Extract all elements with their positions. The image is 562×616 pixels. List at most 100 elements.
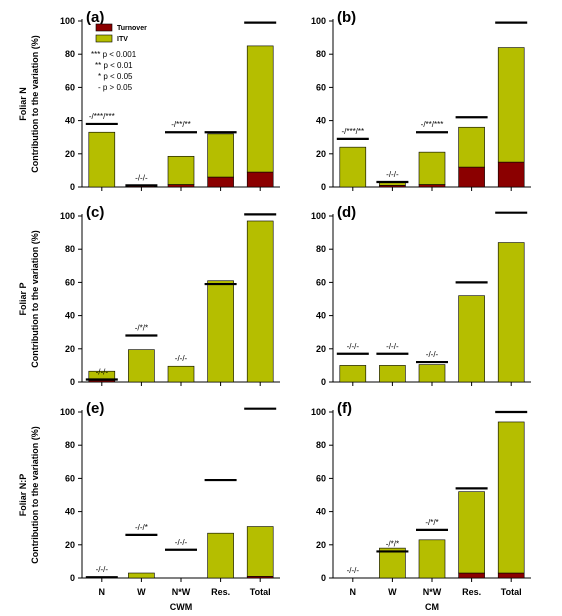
bar-itv (246, 526, 274, 577)
y-tick-label: 40 (65, 507, 75, 517)
x-tick-label: Total (250, 587, 271, 597)
panel-label: (e) (86, 400, 104, 417)
significance-key: ** p < 0.01 (95, 61, 133, 70)
y-tick-label: 0 (70, 182, 75, 192)
significance-key: *** p < 0.001 (91, 50, 137, 59)
bar-itv (88, 131, 116, 188)
y-tick-label: 40 (316, 311, 326, 321)
y-tick-label: 100 (60, 407, 75, 417)
bar-itv (418, 364, 446, 383)
y-tick-label: 40 (316, 507, 326, 517)
panel-label: (f) (337, 400, 352, 417)
x-tick-label: Res. (462, 587, 481, 597)
y-axis-label: Contribution to the variation (%) (30, 230, 40, 368)
y-tick-label: 100 (311, 211, 326, 221)
bar-itv (339, 365, 367, 383)
x-tick-label: W (137, 587, 146, 597)
y-tick-label: 60 (65, 277, 75, 287)
y-tick-label: 0 (70, 377, 75, 387)
bar-itv (128, 349, 155, 383)
bar-itv (128, 572, 155, 579)
bar-itv (458, 126, 485, 168)
y-tick-label: 0 (70, 573, 75, 583)
bar-itv (379, 365, 406, 383)
significance-label: -/-/- (386, 170, 399, 179)
y-tick-label: 80 (65, 244, 75, 254)
bar-turnover (458, 572, 485, 579)
y-tick-label: 0 (321, 377, 326, 387)
bar-itv (497, 47, 525, 163)
x-tick-label: W (388, 587, 397, 597)
significance-label: -/-/* (135, 523, 148, 532)
y-tick-label: 40 (316, 116, 326, 126)
y-tick-label: 80 (316, 49, 326, 59)
y-tick-label: 20 (65, 344, 75, 354)
significance-label: -/-/- (347, 566, 360, 575)
significance-label: -/-/- (386, 342, 399, 351)
significance-label: -/*/* (386, 539, 399, 548)
y-tick-label: 80 (316, 440, 326, 450)
y-tick-label: 20 (316, 344, 326, 354)
x-axis-title: CWM (170, 602, 193, 612)
row-label-response: Foliar N (18, 87, 28, 121)
significance-label: -/*/* (425, 518, 438, 527)
y-tick-label: 60 (65, 82, 75, 92)
significance-label: -/-/- (175, 538, 188, 547)
bar-turnover (497, 572, 525, 579)
significance-label: -/-/- (135, 173, 148, 182)
bar-itv (339, 146, 367, 188)
bar-turnover (458, 166, 485, 188)
bar-itv (167, 365, 195, 383)
y-tick-label: 20 (65, 540, 75, 550)
bar-turnover (167, 184, 195, 188)
x-axis-title: CM (425, 602, 439, 612)
panel-label: (d) (337, 204, 356, 221)
bar-itv (497, 421, 525, 574)
bar-itv (207, 133, 234, 178)
row-label-response: Foliar P (18, 282, 28, 315)
y-axis-label: Contribution to the variation (%) (30, 35, 40, 173)
bar-itv (458, 491, 485, 574)
y-tick-label: 40 (65, 311, 75, 321)
bar-turnover (246, 171, 274, 188)
significance-key: - p > 0.05 (98, 83, 133, 92)
bar-turnover (207, 176, 234, 188)
y-tick-label: 80 (316, 244, 326, 254)
bar-turnover (418, 184, 446, 188)
y-tick-label: 60 (316, 473, 326, 483)
y-tick-label: 100 (60, 211, 75, 221)
bar-turnover (497, 161, 525, 188)
bar-itv (207, 532, 234, 579)
x-tick-label: N*W (423, 587, 442, 597)
legend-label-itv: ITV (117, 36, 128, 43)
y-tick-label: 80 (65, 440, 75, 450)
y-tick-label: 100 (311, 407, 326, 417)
y-tick-label: 60 (316, 82, 326, 92)
y-tick-label: 60 (65, 473, 75, 483)
significance-key: * p < 0.05 (98, 72, 133, 81)
bar-itv (418, 539, 446, 579)
panel-label: (c) (86, 204, 104, 221)
legend-swatch-turnover (95, 23, 113, 32)
bar-itv (167, 155, 195, 185)
x-tick-label: N (350, 587, 357, 597)
significance-label: -/-/- (175, 354, 188, 363)
significance-label: -/***/*** (89, 112, 115, 121)
significance-label: -/***/** (341, 127, 364, 136)
row-label-response: Foliar N:P (18, 474, 28, 517)
y-axis-label: Contribution to the variation (%) (30, 426, 40, 564)
bar-itv (246, 45, 274, 173)
significance-label: -/*/* (135, 324, 148, 333)
significance-label: -/-/- (426, 350, 439, 359)
y-tick-label: 100 (60, 16, 75, 26)
y-tick-label: 100 (311, 16, 326, 26)
bar-itv (207, 280, 234, 383)
panel-label: (b) (337, 9, 356, 26)
x-tick-label: Total (501, 587, 522, 597)
bar-itv (379, 547, 406, 579)
y-tick-label: 60 (316, 277, 326, 287)
y-tick-label: 20 (65, 149, 75, 159)
panel-label: (a) (86, 9, 104, 26)
y-tick-label: 40 (65, 116, 75, 126)
